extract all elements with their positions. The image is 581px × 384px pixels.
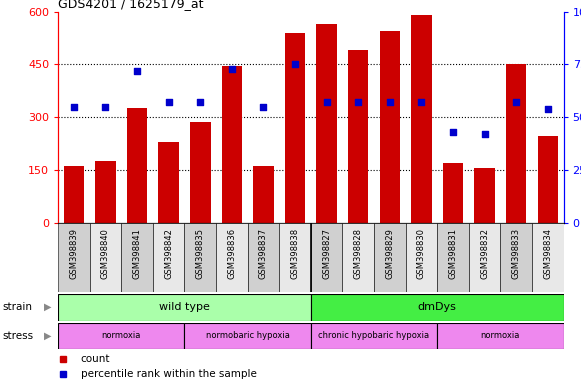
- Point: [132, 68, 142, 74]
- Point: [290, 61, 300, 68]
- Bar: [216, 223, 248, 292]
- Point: [417, 99, 426, 106]
- Text: wild type: wild type: [159, 302, 210, 312]
- Point: [354, 99, 363, 106]
- Point: [385, 99, 394, 106]
- Bar: [411, 15, 432, 223]
- Bar: [159, 142, 179, 223]
- Bar: [184, 223, 216, 292]
- Text: GSM398839: GSM398839: [69, 228, 78, 279]
- Bar: [311, 294, 564, 321]
- Text: GSM398835: GSM398835: [196, 228, 205, 279]
- Text: strain: strain: [3, 302, 33, 312]
- Text: normoxia: normoxia: [102, 331, 141, 341]
- Bar: [153, 223, 184, 292]
- Text: GSM398828: GSM398828: [354, 228, 363, 279]
- Bar: [221, 66, 242, 223]
- Bar: [506, 64, 526, 223]
- Text: normoxia: normoxia: [480, 331, 520, 341]
- Point: [227, 65, 236, 71]
- Point: [196, 99, 205, 106]
- Text: ▶: ▶: [44, 302, 51, 312]
- Bar: [58, 223, 89, 292]
- Bar: [89, 223, 121, 292]
- Bar: [437, 223, 469, 292]
- Bar: [342, 223, 374, 292]
- Text: GSM398840: GSM398840: [101, 228, 110, 279]
- Text: GSM398833: GSM398833: [512, 228, 521, 280]
- Text: GSM398832: GSM398832: [480, 228, 489, 279]
- Bar: [253, 166, 274, 223]
- Bar: [190, 122, 210, 223]
- Point: [259, 104, 268, 110]
- Point: [511, 99, 521, 106]
- Bar: [532, 223, 564, 292]
- Point: [543, 106, 553, 112]
- Bar: [184, 323, 311, 349]
- Bar: [121, 223, 153, 292]
- Bar: [311, 223, 342, 292]
- Point: [164, 99, 173, 106]
- Bar: [500, 223, 532, 292]
- Bar: [58, 294, 311, 321]
- Text: count: count: [81, 354, 110, 364]
- Bar: [379, 31, 400, 223]
- Text: GSM398827: GSM398827: [322, 228, 331, 279]
- Bar: [248, 223, 279, 292]
- Bar: [285, 33, 305, 223]
- Bar: [311, 323, 437, 349]
- Bar: [279, 223, 311, 292]
- Point: [69, 104, 78, 110]
- Text: GSM398830: GSM398830: [417, 228, 426, 279]
- Text: GSM398838: GSM398838: [290, 228, 300, 280]
- Text: GSM398829: GSM398829: [385, 228, 394, 279]
- Bar: [64, 166, 84, 223]
- Text: GSM398842: GSM398842: [164, 228, 173, 279]
- Text: GSM398836: GSM398836: [227, 228, 236, 280]
- Bar: [127, 108, 148, 223]
- Bar: [537, 136, 558, 223]
- Bar: [95, 161, 116, 223]
- Text: GSM398834: GSM398834: [543, 228, 553, 279]
- Text: normobaric hypoxia: normobaric hypoxia: [206, 331, 289, 341]
- Bar: [58, 323, 184, 349]
- Text: chronic hypobaric hypoxia: chronic hypobaric hypoxia: [318, 331, 429, 341]
- Bar: [317, 24, 337, 223]
- Point: [101, 104, 110, 110]
- Text: GSM398841: GSM398841: [132, 228, 142, 279]
- Text: dmDys: dmDys: [418, 302, 457, 312]
- Text: stress: stress: [3, 331, 34, 341]
- Text: GDS4201 / 1625179_at: GDS4201 / 1625179_at: [58, 0, 203, 10]
- Text: percentile rank within the sample: percentile rank within the sample: [81, 369, 257, 379]
- Bar: [437, 323, 564, 349]
- Bar: [469, 223, 500, 292]
- Bar: [348, 50, 368, 223]
- Point: [449, 129, 458, 135]
- Point: [322, 99, 331, 106]
- Bar: [406, 223, 437, 292]
- Point: [480, 131, 489, 137]
- Bar: [443, 163, 463, 223]
- Bar: [374, 223, 406, 292]
- Text: ▶: ▶: [44, 331, 51, 341]
- Bar: [474, 168, 495, 223]
- Text: GSM398831: GSM398831: [449, 228, 457, 279]
- Text: GSM398837: GSM398837: [259, 228, 268, 280]
